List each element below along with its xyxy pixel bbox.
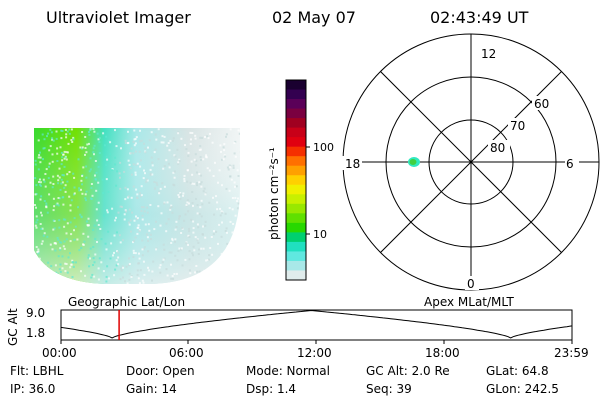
- geographic-caption: Geographic Lat/Lon: [68, 295, 186, 309]
- info-door: Door: Open: [126, 364, 195, 378]
- colorbar-unit-label: photon cm⁻²s⁻¹: [267, 147, 281, 240]
- colorbar-tick-100: 100: [313, 141, 334, 154]
- gc-alt-axis-label: GC Alt: [6, 308, 20, 346]
- info-gc-alt: GC Alt: 2.0 Re: [366, 364, 450, 378]
- x-tick-1800: 18:00: [425, 346, 460, 360]
- info-gain: Gain: 14: [126, 382, 177, 396]
- x-tick-0600: 06:00: [169, 346, 204, 360]
- apex-caption: Apex MLat/MLT: [424, 295, 514, 309]
- date-label: 02 May 07: [272, 8, 356, 27]
- info-mode: Mode: Normal: [246, 364, 330, 378]
- info-flt: Flt: LBHL: [10, 364, 64, 378]
- info-ip: IP: 36.0: [10, 382, 56, 396]
- mlt-label-18: 18: [345, 157, 360, 171]
- time-label: 02:43:49 UT: [430, 8, 529, 27]
- info-seq: Seq: 39: [366, 382, 412, 396]
- x-tick-0000: 00:00: [42, 346, 77, 360]
- gc-alt-tick-top: 9.0: [26, 306, 46, 320]
- x-tick-1200: 12:00: [297, 346, 332, 360]
- auroral-spot: [408, 157, 420, 167]
- instrument-title: Ultraviolet Imager: [46, 8, 191, 27]
- lat-label-70: 70: [510, 119, 525, 133]
- info-glon: GLon: 242.5: [486, 382, 559, 396]
- mlt-label-0: 0: [467, 277, 475, 291]
- colorbar-tick-10: 10: [313, 228, 327, 241]
- lat-label-60: 60: [534, 97, 549, 111]
- mlt-label-12: 12: [481, 47, 496, 61]
- x-tick-2359: 23:59: [554, 346, 589, 360]
- info-dsp: Dsp: 1.4: [246, 382, 297, 396]
- lat-label-80: 80: [490, 141, 505, 155]
- gc-alt-tick-bottom: 1.8: [26, 326, 46, 340]
- info-glat: GLat: 64.8: [486, 364, 549, 378]
- mlt-label-6: 6: [566, 157, 574, 171]
